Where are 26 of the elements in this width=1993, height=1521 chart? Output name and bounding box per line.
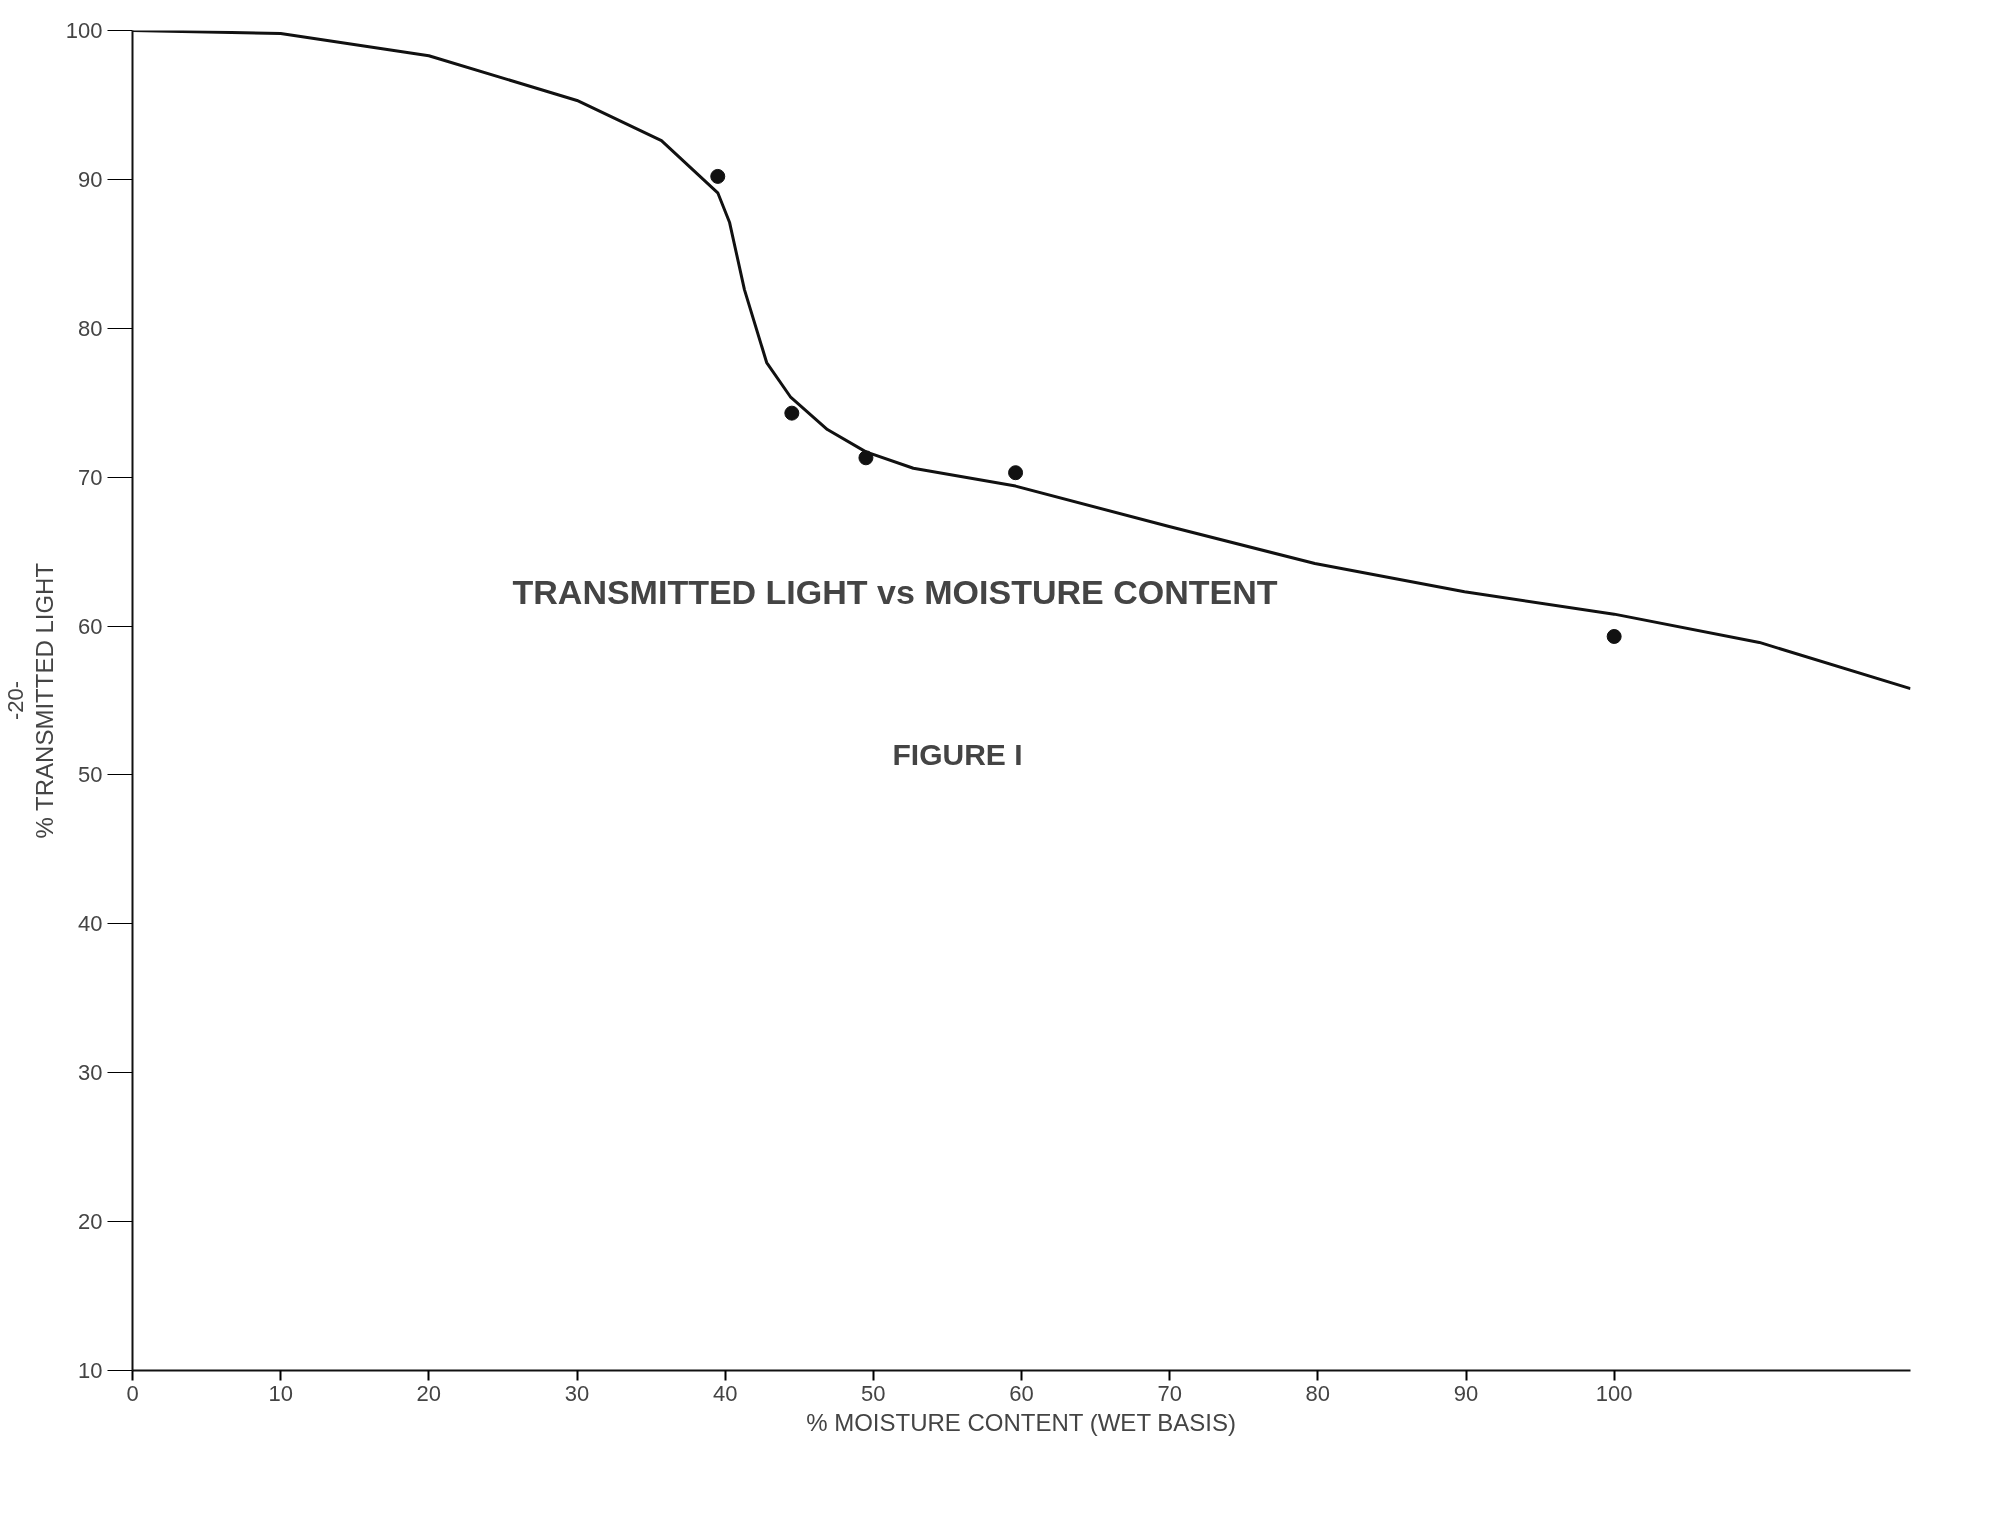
- x-tick-label: 70: [1157, 1380, 1182, 1406]
- x-tick-label: 10: [268, 1380, 293, 1406]
- x-tick-label: 40: [712, 1380, 738, 1406]
- y-tick-label: 20: [78, 1209, 103, 1235]
- x-tick-label: 90: [1453, 1380, 1479, 1406]
- x-tick-label: 30: [564, 1380, 590, 1406]
- y-tick-label: 30: [78, 1060, 103, 1086]
- y-tick-label: 100: [65, 18, 103, 43]
- y-tick-label: 80: [78, 315, 103, 341]
- x-tick-label: 20: [416, 1380, 442, 1406]
- text: -20-: [2, 680, 28, 721]
- y-tick-label: 10: [78, 1358, 103, 1383]
- x-tick-label: 0: [126, 1380, 139, 1406]
- y-tick-label: 90: [78, 166, 103, 192]
- x-axis-title: % MOISTURE CONTENT (WET BASIS): [806, 1408, 1236, 1436]
- annotation: FIGURE I: [892, 737, 1023, 771]
- x-tick-label: 100: [1595, 1380, 1633, 1406]
- x-tick-label: 80: [1305, 1380, 1331, 1406]
- y-tick-label: 70: [78, 464, 103, 490]
- y-tick-label: 40: [78, 911, 103, 937]
- y-axis-title: % TRANSMITTED LIGHT: [30, 562, 58, 839]
- y-tick-label: 60: [78, 613, 103, 639]
- y-tick-label: 50: [78, 762, 103, 788]
- x-tick-label: 50: [861, 1380, 886, 1406]
- x-tick-label: 60: [1009, 1380, 1034, 1406]
- text: TRANSMITTED LIGHT vs MOISTURE CONTENT: [512, 572, 1278, 611]
